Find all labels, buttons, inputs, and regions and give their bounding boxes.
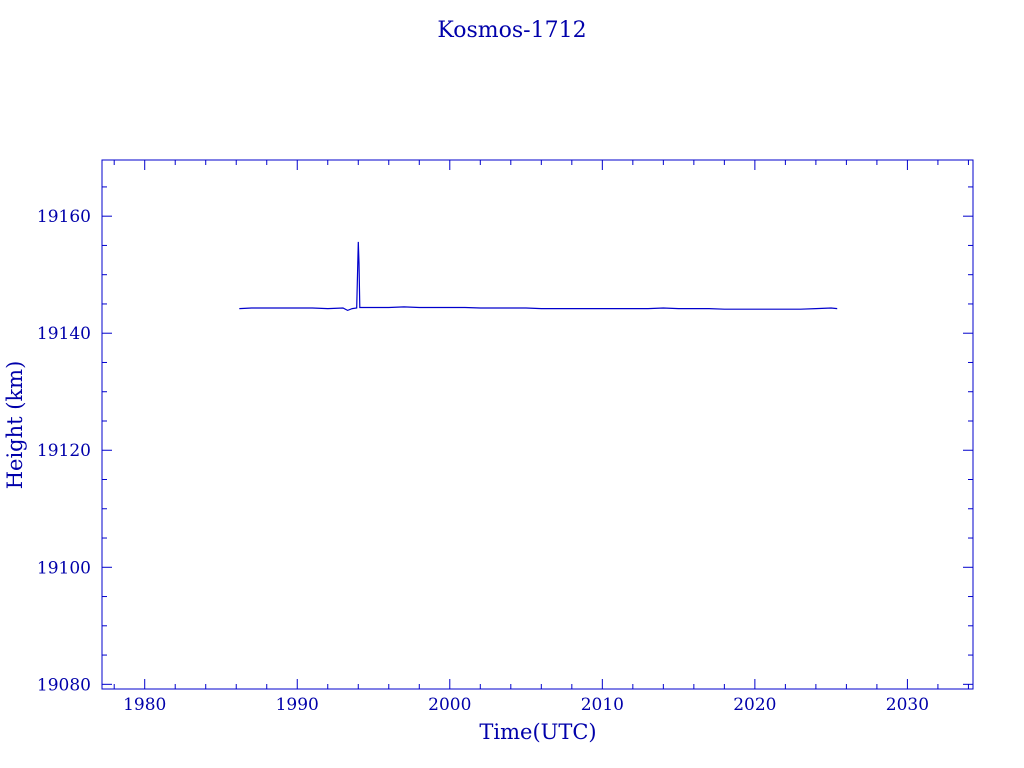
x-axis-label: Time(UTC) [479,720,596,744]
y-tick-label: 19080 [37,675,91,695]
x-axis-ticks [113,160,969,689]
y-tick-label: 19100 [37,558,91,578]
height-series-line [239,241,838,312]
x-tick-label: 2020 [733,695,776,715]
x-tick-label: 1990 [276,695,319,715]
x-tick-label: 2000 [428,695,471,715]
x-axis-tick-labels: 1980 1990 2000 2010 2020 2030 [123,695,929,715]
x-tick-label: 2010 [581,695,624,715]
y-tick-label: 19120 [37,441,91,461]
y-tick-label: 19140 [37,324,91,344]
x-tick-label: 2030 [886,695,929,715]
y-axis-label: Height (km) [3,361,27,490]
y-tick-label: 19160 [37,207,91,227]
y-axis-ticks [102,186,973,685]
x-tick-label: 1980 [123,695,166,715]
chart-title: Kosmos-1712 [437,18,586,43]
y-axis-tick-labels: 19080 19100 19120 19140 19160 [37,207,91,695]
plot-frame [101,159,974,690]
